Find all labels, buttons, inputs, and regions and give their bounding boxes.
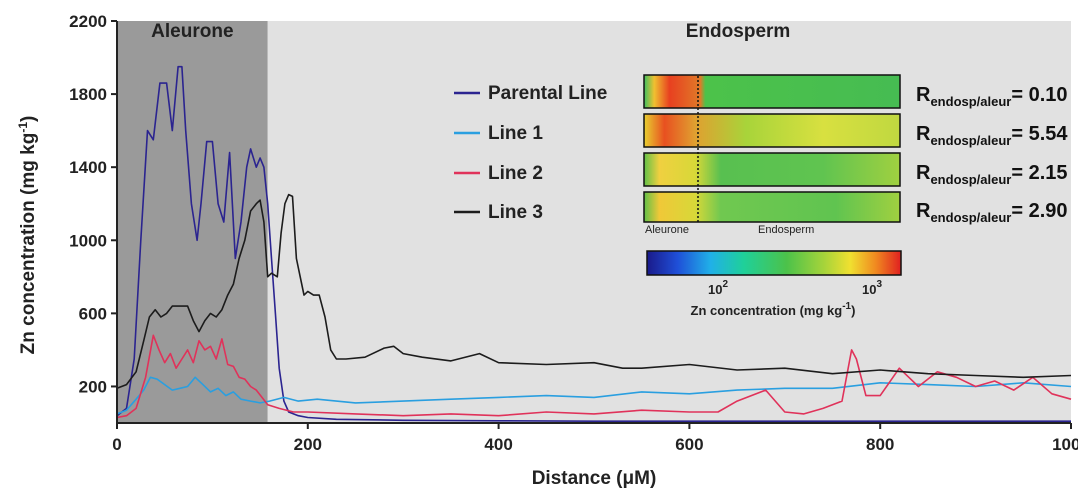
colorbar-title-tail: ) [851, 303, 855, 318]
colorbar-title-main: Zn concentration (mg kg [691, 303, 843, 318]
legend-label-3: Line 3 [488, 202, 543, 223]
legend-label-2: Line 2 [488, 163, 543, 184]
y-tick-label-3: 1400 [69, 158, 107, 177]
y-tick-label-0: 200 [79, 377, 107, 396]
colorbar [646, 250, 902, 276]
ratio-labels: Rendosp/aleur= 0.10 Rendosp/aleur= 5.54 Re… [916, 84, 1068, 225]
x-tick-label-5: 1000 [1052, 435, 1078, 454]
zn-map-line2 [643, 152, 901, 187]
ratio-label-2: Rendosp/aleur= 2.15 [916, 162, 1068, 187]
ratio-label-0: Rendosp/aleur= 0.10 [916, 84, 1068, 109]
series-lines [116, 65, 1072, 423]
series-line-line-1 [116, 376, 1072, 415]
colorbar-tick-1-base: 10 [708, 282, 722, 297]
zn-map-line3 [643, 191, 901, 223]
x-tick-label-0: 0 [112, 435, 121, 454]
y-tick-label-1: 600 [79, 304, 107, 323]
colorbar-title: Zn concentration (mg kg-1) [691, 301, 856, 318]
series-line-line-2 [116, 334, 1072, 419]
y-tick-label-2: 1000 [69, 231, 107, 250]
x-tick-label-4: 800 [866, 435, 894, 454]
legend: Parental Line Line 1 Line 2 Line 3 [454, 83, 607, 223]
colorbar-tick-2-base: 10 [862, 282, 876, 297]
ratio-label-1: Rendosp/aleur= 5.54 [916, 123, 1068, 148]
y-axis-title: Zn concentration (mg kg-1) [16, 116, 39, 355]
x-tick-label-1: 200 [294, 435, 322, 454]
y-axis-title-sup: -1 [16, 122, 30, 133]
x-axis-title: Distance (μM) [532, 468, 657, 489]
colorbar-title-sup: -1 [842, 301, 851, 312]
x-tick-label-2: 400 [484, 435, 512, 454]
inset-label-endosperm: Endosperm [758, 224, 814, 236]
colorbar-tick-2: 103 [862, 279, 882, 297]
legend-label-1: Line 1 [488, 123, 543, 144]
region-label-0: Aleurone [151, 21, 233, 42]
series-line-parental-line [116, 65, 1071, 423]
ratio-label-3: Rendosp/aleur= 2.90 [916, 200, 1068, 225]
y-tick-label-4: 1800 [69, 85, 107, 104]
tick-labels: 0 200 400 600 800 1000 200 600 1000 1400 1800 2200 [69, 12, 1078, 454]
zn-map-line1 [643, 113, 901, 148]
legend-label-0: Parental Line [488, 83, 607, 104]
region-band-0 [117, 21, 268, 423]
inset-label-aleurone: Aleurone [645, 224, 689, 236]
colorbar-tick-2-sup: 3 [876, 279, 882, 290]
y-axis-title-tail: ) [18, 116, 39, 122]
inset-zn-maps: Aleurone Endosperm Rendosp/aleur= 0.10Re… [643, 74, 1068, 318]
series-line-line-3 [116, 193, 1072, 390]
y-axis-title-main: Zn concentration (mg kg [18, 133, 39, 355]
x-tick-label-3: 600 [675, 435, 703, 454]
region-label-1: Endosperm [686, 21, 791, 42]
colorbar-tick-1: 102 [708, 279, 728, 297]
y-tick-label-5: 2200 [69, 12, 107, 31]
colorbar-tick-1-sup: 2 [722, 279, 728, 290]
zn-map-parental [643, 74, 901, 109]
axes [116, 21, 1071, 424]
